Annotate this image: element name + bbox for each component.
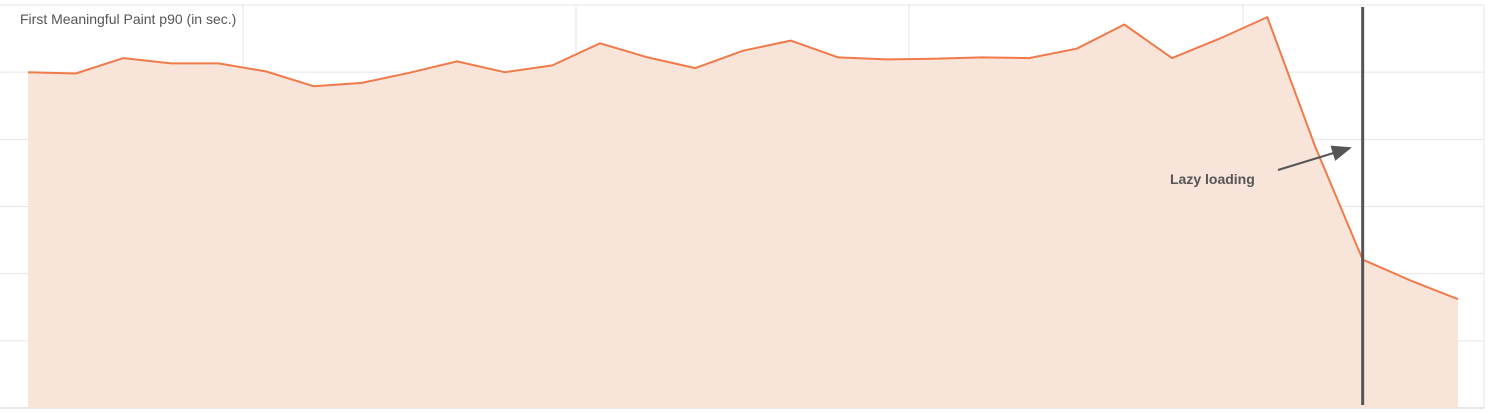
chart-title: First Meaningful Paint p90 (in sec.) — [20, 11, 236, 27]
annotation-arrow — [1277, 145, 1352, 171]
area-series — [27, 16, 1459, 408]
annotation-layer — [1277, 7, 1365, 405]
series-area-fill — [28, 17, 1458, 408]
series-line — [27, 16, 1459, 301]
annotation-label: Lazy loading — [1170, 171, 1255, 187]
